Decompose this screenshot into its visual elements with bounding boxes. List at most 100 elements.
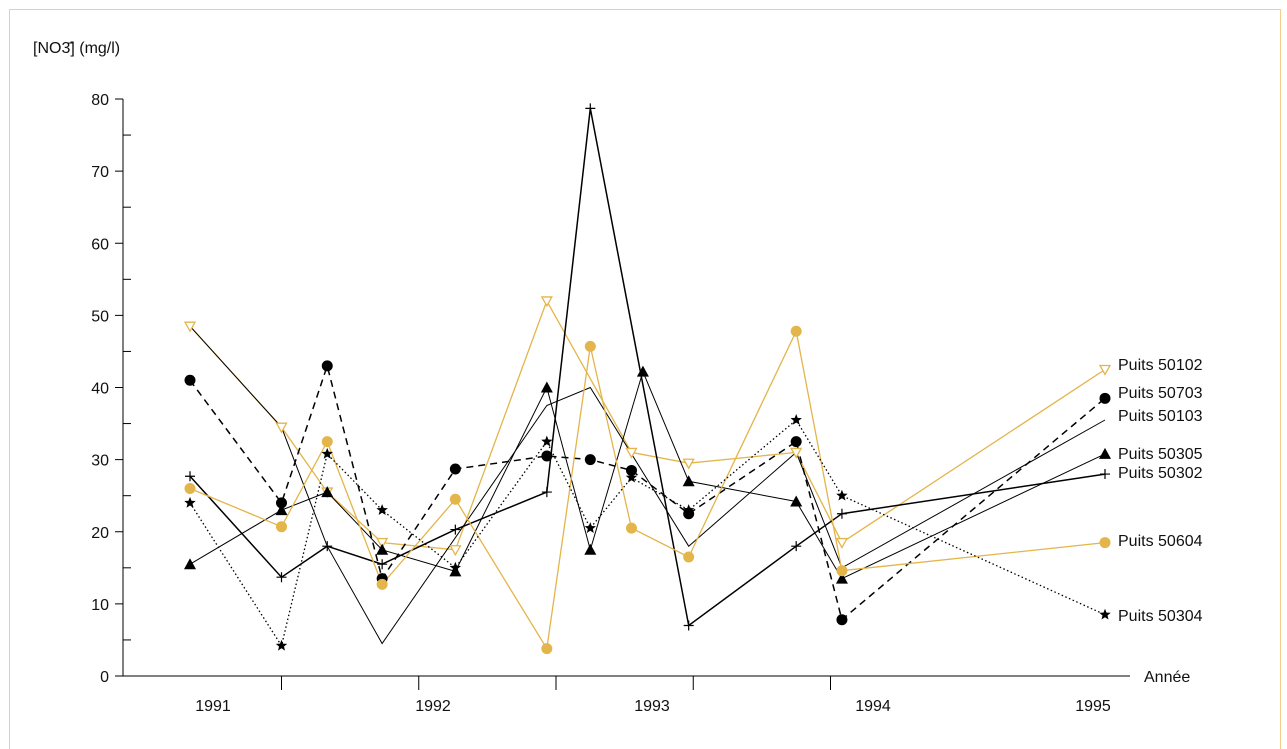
- legend: Puits 50102 Puits 50703 Puits 50103 Puits 5…: [1118, 357, 1203, 625]
- legend-entry: Puits 50302: [1118, 465, 1203, 482]
- x-tick-label: 1991: [195, 698, 231, 715]
- x-tick-label: 1993: [634, 698, 670, 715]
- data-point: [377, 559, 388, 570]
- data-point: [1099, 447, 1111, 459]
- data-point: [276, 572, 287, 583]
- data-point: [625, 471, 638, 483]
- data-point: [321, 486, 334, 498]
- data-point: [790, 447, 803, 459]
- x-tick-label: 1995: [1075, 698, 1111, 715]
- data-point: [449, 493, 461, 505]
- series-line: [189, 329, 1106, 651]
- data-point: [321, 436, 333, 448]
- y-tick-label: 40: [91, 381, 109, 398]
- data-point: [625, 464, 637, 476]
- y-tick-label: 50: [91, 308, 109, 325]
- data-point: [540, 296, 553, 308]
- series-markers: [183, 103, 1112, 655]
- data-point: [1098, 364, 1112, 376]
- legend-entry: Puits 50703: [1118, 385, 1203, 402]
- data-point: [376, 504, 388, 515]
- data-point: [683, 620, 694, 631]
- data-point: [791, 541, 802, 552]
- series-line: [189, 299, 1106, 551]
- data-point: [183, 321, 197, 333]
- x-tick-label: 1992: [415, 698, 451, 715]
- data-point: [835, 572, 848, 584]
- data-point: [836, 614, 848, 626]
- data-point: [449, 545, 462, 557]
- data-point: [790, 325, 802, 337]
- data-point: [836, 508, 847, 519]
- series-line: [189, 325, 1106, 645]
- data-point: [184, 496, 196, 508]
- data-point: [584, 454, 596, 466]
- x-axis-label: Année: [1144, 669, 1190, 686]
- data-point: [541, 643, 553, 655]
- y-tick-label: 20: [91, 525, 109, 542]
- data-point: [321, 360, 333, 372]
- series-line: [189, 370, 1106, 580]
- data-point: [184, 558, 196, 570]
- data-point: [1100, 469, 1110, 480]
- series-line: [189, 419, 1106, 648]
- data-point: [836, 489, 848, 501]
- data-point: [275, 422, 288, 434]
- data-point: [450, 524, 461, 535]
- data-point: [683, 504, 695, 515]
- data-point: [584, 543, 597, 555]
- data-point: [625, 447, 638, 459]
- data-point: [682, 475, 695, 487]
- data-point: [449, 565, 462, 577]
- data-point: [1099, 608, 1111, 620]
- y-tick-label: 30: [91, 453, 109, 470]
- data-point: [276, 497, 287, 509]
- data-point: [790, 436, 802, 448]
- data-point: [790, 495, 803, 507]
- data-point: [376, 537, 389, 549]
- y-tick-label: 80: [91, 92, 109, 109]
- data-point: [185, 471, 195, 482]
- data-point: [275, 639, 288, 651]
- chart-frame: [9, 9, 1281, 749]
- data-point: [184, 374, 196, 386]
- data-point: [276, 521, 287, 533]
- legend-entry: Puits 50103: [1118, 408, 1203, 425]
- data-point: [376, 578, 388, 590]
- data-point: [321, 447, 333, 459]
- data-point: [322, 541, 333, 552]
- x-tick-label: 1994: [855, 698, 891, 715]
- data-point: [449, 561, 462, 573]
- data-point: [275, 504, 288, 516]
- data-point: [584, 522, 596, 533]
- data-point: [682, 458, 695, 470]
- data-point: [636, 365, 649, 377]
- data-point: [835, 537, 849, 549]
- data-point: [541, 487, 552, 498]
- axes: 0 10 20 30 40 50 60 70 80 1991 1992 1993 1994 1995: [91, 92, 1130, 715]
- data-point: [1099, 392, 1111, 404]
- data-point: [585, 103, 596, 114]
- data-point: [541, 450, 553, 462]
- legend-entry: Puits 50305: [1118, 446, 1203, 463]
- data-point: [184, 482, 196, 494]
- data-point: [541, 435, 553, 447]
- y-axis-label: [NO3̄] (mg/l): [33, 40, 120, 57]
- series-lines: [189, 108, 1106, 651]
- legend-entry: Puits 50102: [1118, 357, 1203, 374]
- data-point: [376, 543, 389, 555]
- data-point: [1099, 537, 1111, 549]
- data-point: [790, 414, 802, 425]
- y-tick-label: 60: [91, 236, 109, 253]
- data-point: [449, 463, 461, 475]
- data-point: [584, 340, 596, 352]
- data-point: [683, 508, 695, 520]
- y-tick-label: 70: [91, 164, 109, 181]
- y-tick-label: 0: [100, 669, 109, 686]
- data-point: [836, 565, 848, 577]
- data-point: [625, 522, 637, 534]
- y-tick-label: 10: [91, 597, 109, 614]
- data-point: [683, 551, 695, 563]
- legend-entry: Puits 50304: [1118, 608, 1203, 625]
